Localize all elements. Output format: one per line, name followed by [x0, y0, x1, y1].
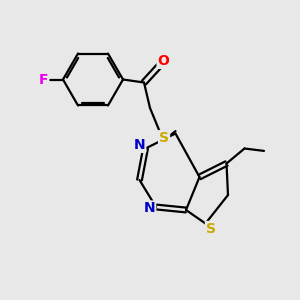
Text: N: N [144, 202, 155, 215]
Text: S: S [159, 131, 169, 145]
Text: O: O [158, 54, 169, 68]
Text: N: N [134, 138, 145, 152]
Text: S: S [206, 222, 216, 236]
Text: F: F [39, 73, 48, 86]
